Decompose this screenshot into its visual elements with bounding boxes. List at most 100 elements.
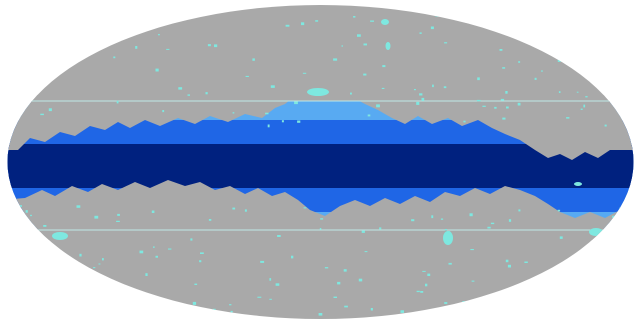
speckle (155, 68, 159, 72)
speckle (431, 215, 434, 219)
speckle (269, 278, 272, 281)
speckle (444, 302, 448, 304)
speckle (324, 267, 329, 269)
speckle (257, 296, 262, 298)
speckle (500, 98, 505, 101)
speckle (205, 92, 208, 95)
speckle (232, 112, 235, 114)
speckle (207, 44, 211, 47)
speckle (419, 93, 423, 96)
speckle (155, 255, 158, 258)
speckle (444, 229, 447, 231)
speckle (267, 124, 270, 128)
speckle (534, 77, 537, 80)
sky-mask-lower-edge (7, 180, 634, 240)
speckle (357, 34, 361, 37)
speckle (116, 220, 120, 222)
speckle (432, 84, 434, 88)
speckle (469, 213, 473, 217)
speckle (382, 65, 386, 68)
speckle (444, 42, 448, 44)
speckle (416, 290, 420, 293)
speckle (517, 102, 521, 106)
speckle (463, 120, 466, 123)
speckle (199, 260, 202, 263)
speckle (178, 87, 183, 90)
speckle (557, 209, 561, 212)
speckle (269, 298, 272, 300)
speckle (422, 270, 426, 272)
speckle-blob (52, 232, 68, 240)
speckle (477, 77, 480, 81)
speckle (524, 261, 528, 263)
speckle (343, 269, 347, 272)
speckle (476, 99, 481, 102)
speckle (420, 291, 424, 293)
speckle (505, 259, 509, 263)
speckle (367, 114, 371, 117)
speckle (244, 209, 247, 212)
speckle (315, 20, 319, 22)
speckle (350, 92, 352, 95)
speckle-blob (574, 182, 582, 186)
speckle-blob (443, 231, 453, 245)
speckle (190, 238, 193, 241)
speckle (187, 94, 190, 96)
speckle (358, 278, 363, 282)
speckle (604, 124, 607, 127)
speckle (252, 58, 255, 61)
speckle (507, 264, 511, 268)
speckle (421, 97, 425, 101)
speckle (363, 73, 367, 76)
speckle (208, 219, 212, 221)
speckle (502, 67, 506, 69)
speckle (502, 117, 506, 120)
speckle (18, 205, 22, 207)
speckle (353, 16, 356, 18)
speckle (427, 273, 431, 276)
speckle (93, 267, 96, 269)
speckle (265, 112, 269, 115)
speckle (48, 108, 52, 112)
sky-mask-upper-edge (7, 90, 634, 160)
speckle (192, 301, 197, 305)
speckle-blob (381, 19, 389, 25)
speckle (411, 219, 415, 222)
speckle (151, 210, 155, 213)
speckle (25, 210, 28, 213)
speckle (494, 106, 497, 109)
speckle (470, 249, 474, 251)
speckle (583, 104, 586, 108)
speckle (102, 258, 104, 261)
speckle (113, 56, 116, 59)
speckle (576, 91, 579, 93)
speckle (541, 70, 543, 72)
speckle (440, 218, 444, 220)
speckle (499, 49, 503, 51)
speckle (116, 100, 119, 104)
speckle (558, 91, 561, 93)
galactic-plane-band-inner (7, 144, 634, 188)
speckle (506, 106, 509, 109)
speckle (566, 117, 570, 119)
speckle (153, 246, 155, 248)
speckle (76, 205, 81, 208)
speckle (430, 26, 434, 30)
speckle (471, 280, 475, 282)
speckle (194, 283, 198, 285)
speckle (98, 263, 101, 265)
speckle (260, 260, 265, 263)
speckle (370, 20, 374, 22)
speckle (425, 283, 428, 287)
speckle (270, 85, 275, 88)
speckle (482, 105, 486, 107)
speckle (303, 207, 307, 209)
speckle (381, 87, 385, 89)
speckle (400, 310, 404, 313)
speckle (200, 252, 204, 254)
speckle (214, 44, 218, 48)
speckle (79, 253, 82, 257)
speckle (245, 75, 249, 77)
speckle (580, 108, 583, 110)
speckle (166, 48, 170, 50)
